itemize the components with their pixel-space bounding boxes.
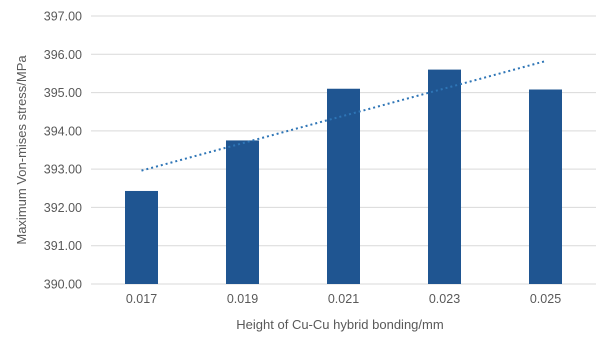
y-tick-label: 392.00 bbox=[44, 201, 82, 215]
bar-series bbox=[125, 69, 562, 284]
x-tick-label: 0.017 bbox=[126, 292, 157, 306]
bar bbox=[327, 88, 360, 284]
y-axis-tick-labels: 390.00 391.00 392.00 393.00 394.00 395.00 396.… bbox=[44, 10, 82, 292]
y-tick-label: 393.00 bbox=[44, 163, 82, 177]
x-axis-title: Height of Cu-Cu hybrid bonding/mm bbox=[236, 317, 443, 332]
bar bbox=[529, 89, 562, 284]
y-tick-label: 396.00 bbox=[44, 48, 82, 62]
y-tick-label: 394.00 bbox=[44, 124, 82, 138]
y-axis-title: Maximum Von-mises stress/MPa bbox=[14, 55, 29, 245]
bar bbox=[226, 140, 259, 284]
x-tick-label: 0.021 bbox=[328, 292, 359, 306]
x-axis-tick-labels: 0.017 0.019 0.021 0.023 0.025 bbox=[126, 292, 561, 306]
x-tick-label: 0.019 bbox=[227, 292, 258, 306]
y-tick-label: 395.00 bbox=[44, 86, 82, 100]
y-tick-label: 390.00 bbox=[44, 278, 82, 292]
bar bbox=[125, 190, 158, 284]
bar bbox=[428, 69, 461, 284]
x-tick-label: 0.025 bbox=[530, 292, 561, 306]
y-tick-label: 397.00 bbox=[44, 10, 82, 24]
x-tick-label: 0.023 bbox=[429, 292, 460, 306]
y-tick-label: 391.00 bbox=[44, 239, 82, 253]
